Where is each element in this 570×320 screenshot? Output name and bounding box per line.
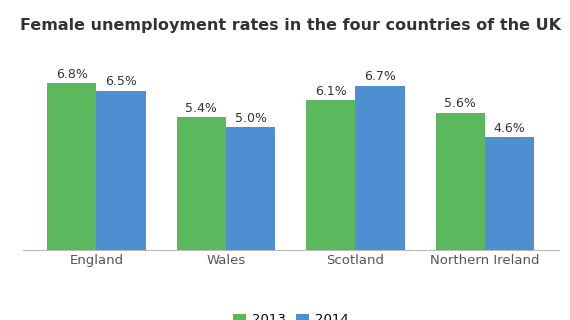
Bar [306, 100, 356, 250]
Bar [177, 117, 226, 250]
Legend: 2013, 2014: 2013, 2014 [228, 308, 353, 320]
Text: 5.6%: 5.6% [445, 97, 477, 110]
Text: 5.4%: 5.4% [185, 102, 217, 115]
Title: Female unemployment rates in the four countries of the UK: Female unemployment rates in the four co… [20, 19, 561, 34]
Bar [485, 137, 534, 250]
Text: 6.1%: 6.1% [315, 85, 347, 98]
Bar [436, 113, 485, 250]
Bar [96, 91, 145, 250]
Bar [226, 127, 275, 250]
Text: 6.5%: 6.5% [105, 75, 137, 88]
Text: 5.0%: 5.0% [234, 112, 267, 125]
Text: 6.7%: 6.7% [364, 70, 396, 83]
Bar [47, 83, 96, 250]
Text: 6.8%: 6.8% [56, 68, 88, 81]
Text: 4.6%: 4.6% [494, 122, 526, 135]
Bar [356, 86, 405, 250]
